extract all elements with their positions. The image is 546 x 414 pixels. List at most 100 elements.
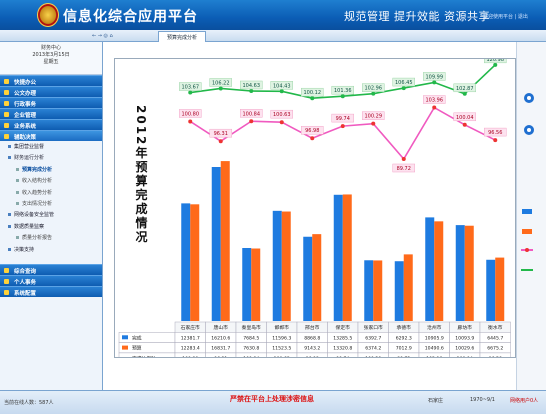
header-slogan: 规范管理 提升效能 资源共享 (344, 10, 490, 23)
sidebar: 财务中心 2013年3月15日 星期五 快捷办公 公文办理 行政事务 企业管理 业务系统… (0, 42, 103, 390)
series-point (249, 119, 254, 124)
bar-completed (333, 194, 343, 321)
table-value: 100.80 (182, 356, 198, 357)
sidebar-item[interactable]: 收入结构分析 (0, 175, 102, 186)
sidebar-item[interactable]: 决策支持 (0, 244, 102, 255)
data-label: 99.74 (336, 116, 350, 122)
data-label-box (331, 113, 354, 123)
table-legend-swatch (122, 345, 128, 350)
data-label-box (240, 109, 263, 118)
legend-completed-icon (522, 209, 532, 214)
table-value: 12283.4 (181, 346, 200, 352)
category-label: 邯郸市 (275, 324, 290, 331)
sidebar-item[interactable]: 数据质量监察 (0, 221, 102, 232)
data-label-box (240, 80, 263, 90)
sidebar-item[interactable]: 网络设备安全监管 (0, 209, 102, 220)
sidebar-item[interactable]: 支出情况分析 (0, 198, 102, 209)
table-value: 100.63 (274, 356, 290, 357)
series-point (188, 90, 193, 95)
series-name: 完成 (132, 334, 142, 341)
sidebar-item[interactable]: 业务系统 (0, 119, 102, 130)
data-label-box (392, 77, 415, 87)
data-label-box (423, 95, 446, 104)
data-label: 104.43 (273, 83, 291, 89)
category-label: 唐山市 (214, 324, 229, 331)
nav-buttons[interactable]: ← → ◎ ⌂ (92, 33, 113, 39)
series-point (432, 105, 437, 110)
sidebar-item[interactable]: 收入趋势分析 (0, 187, 102, 198)
sidebar-item[interactable]: 快捷办公 (0, 75, 102, 86)
bar-completed (211, 166, 221, 321)
table-value: 9143.2 (304, 346, 320, 352)
user-dept: 财务中心 (40, 45, 61, 51)
table-value: 99.74 (336, 356, 349, 357)
status-user: 石家庄 (428, 398, 444, 404)
series-point (310, 96, 315, 101)
data-label-box (301, 125, 324, 135)
tab-bar: ← → ◎ ⌂ 预算完成分析 (0, 30, 546, 42)
data-label-box (453, 112, 476, 122)
table-value: 100.84 (243, 356, 259, 357)
app-title: 信息化综合应用平台 (63, 9, 198, 25)
main-content: 2012年预算完成情况 100.80 96.31 100.84 100.63 96.98 9… (104, 42, 546, 390)
sidebar-item[interactable]: 行政事务 (0, 97, 102, 108)
sidebar-item[interactable]: 个人事务 (0, 274, 102, 286)
data-label: 96.31 (214, 131, 228, 137)
bar-completed (181, 203, 191, 321)
legend-budget-icon (522, 229, 532, 234)
data-label-box (209, 128, 232, 138)
table-value: 16831.7 (211, 346, 230, 352)
sidebar-item[interactable]: 预算完成分析 (0, 164, 102, 175)
bar-completed (394, 261, 404, 321)
table-value: 16210.6 (211, 335, 230, 341)
data-label: 104.63 (243, 83, 261, 89)
series-point (249, 88, 254, 93)
series-point (218, 139, 223, 144)
series-point (188, 119, 193, 124)
table-value: 96.56 (489, 356, 502, 357)
legend-ratio-dot (525, 248, 529, 252)
bar-completed (242, 247, 252, 321)
bar-budget (312, 234, 322, 321)
data-label: 100.12 (304, 90, 322, 96)
tab-budget-analysis[interactable]: 预算完成分析 (158, 31, 207, 42)
budget-chart: 2012年预算完成情况 100.80 96.31 100.84 100.63 96.98 9… (118, 54, 511, 374)
series-point (401, 157, 406, 161)
series-point (493, 138, 498, 143)
data-label-box (362, 111, 385, 120)
data-label: 89.72 (397, 166, 411, 172)
table-value: 7630.8 (243, 346, 259, 352)
table-value: 13320.8 (333, 346, 352, 352)
table-value: 10490.6 (425, 346, 444, 352)
bar-budget (403, 254, 413, 321)
category-label: 承德市 (397, 324, 412, 331)
sidebar-item[interactable]: 企业管理 (0, 108, 102, 119)
table-value: 8868.8 (304, 335, 320, 341)
sidebar-item[interactable]: 系统配置 (0, 285, 102, 297)
security-notice: 严禁在平台上处理涉密信息 (230, 395, 314, 403)
bar-budget (495, 257, 505, 321)
series-point (462, 91, 467, 96)
series-point (371, 91, 376, 96)
data-label: 102.87 (456, 86, 474, 92)
emblem-icon (37, 3, 59, 27)
sidebar-item[interactable]: 财务运行分析 (0, 152, 102, 163)
table-value: 6675.2 (487, 346, 503, 352)
sidebar-item[interactable]: 集团营业监督 (0, 141, 102, 152)
header-links[interactable]: 欢迎使用平台 | 退出 (483, 14, 528, 20)
data-label: 106.22 (212, 80, 230, 86)
data-label: 103.96 (426, 98, 444, 104)
bar-budget (190, 204, 200, 321)
sidebar-item[interactable]: 质量分析报告 (0, 232, 102, 243)
sidebar-item[interactable]: 综合查询 (0, 263, 102, 275)
chart-frame: 2012年预算完成情况 100.80 96.31 100.84 100.63 96.98 9… (114, 54, 516, 374)
status-range: 1970~9/1 (470, 397, 495, 403)
chart-title: 2012年预算完成情况 (134, 105, 148, 244)
series-point (371, 121, 376, 126)
series-point (340, 124, 345, 129)
sidebar-item[interactable]: 辅助决策 (0, 130, 102, 141)
data-label-box (270, 109, 293, 119)
bar-budget (373, 260, 383, 321)
sidebar-item[interactable]: 公文办理 (0, 86, 102, 97)
table-value: 100.29 (365, 356, 381, 357)
